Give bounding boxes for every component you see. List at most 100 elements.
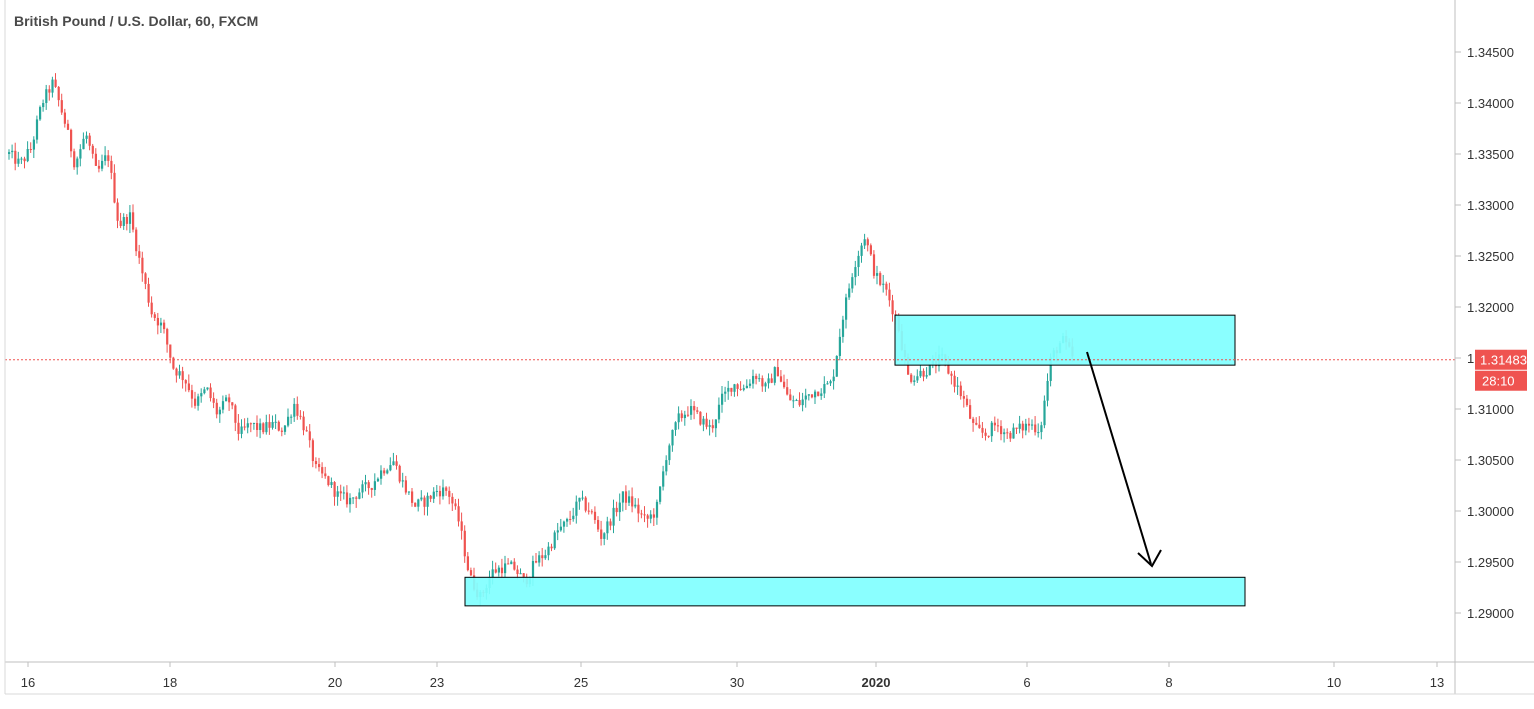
candle-body bbox=[373, 481, 376, 490]
candle-body bbox=[748, 383, 752, 386]
price-tick-label: 1.29500 bbox=[1467, 555, 1514, 570]
candle-body bbox=[70, 129, 73, 152]
candle-body bbox=[721, 393, 724, 405]
time-tick-label: 10 bbox=[1327, 675, 1341, 690]
price-tick-label: 1.33000 bbox=[1467, 198, 1514, 213]
candle-body bbox=[215, 402, 218, 415]
candle-body bbox=[519, 573, 522, 575]
candle-body bbox=[507, 563, 510, 565]
time-tick-label: 23 bbox=[430, 675, 444, 690]
candle-body bbox=[305, 430, 308, 432]
candle-body bbox=[845, 297, 848, 320]
candle-body bbox=[104, 155, 107, 161]
candle-body bbox=[612, 507, 615, 526]
candle-body bbox=[578, 497, 581, 502]
candle-body bbox=[262, 423, 265, 433]
candle-body bbox=[587, 510, 590, 512]
candle-body bbox=[848, 288, 851, 298]
candle-body bbox=[910, 374, 913, 382]
candle-body bbox=[274, 421, 277, 423]
candle-body bbox=[401, 480, 404, 482]
candle-body bbox=[386, 470, 389, 474]
candle-body bbox=[1006, 432, 1009, 434]
candle-body bbox=[649, 514, 652, 519]
candle-body bbox=[792, 400, 795, 402]
candle-body bbox=[17, 158, 20, 164]
candle-body bbox=[1021, 423, 1024, 431]
candle-body bbox=[32, 139, 35, 150]
candle-body bbox=[101, 160, 104, 169]
candle-body bbox=[761, 378, 764, 387]
candle-body bbox=[187, 383, 190, 391]
candle-body bbox=[810, 394, 814, 398]
zones-group bbox=[464, 314, 1246, 607]
candle-body bbox=[773, 367, 776, 383]
candle-body bbox=[841, 319, 845, 337]
candle-body bbox=[987, 435, 990, 437]
candle-body bbox=[916, 376, 919, 381]
candle-body bbox=[252, 422, 256, 424]
candle-body bbox=[442, 487, 445, 497]
candle-body bbox=[308, 431, 311, 441]
candle-body bbox=[318, 464, 321, 468]
candle-body bbox=[538, 555, 541, 563]
candle-body bbox=[872, 254, 876, 276]
candle-body bbox=[714, 419, 717, 429]
candle-body bbox=[321, 467, 324, 474]
support-zone[interactable] bbox=[464, 576, 1246, 607]
candle-body bbox=[404, 480, 407, 493]
candle-body bbox=[795, 400, 798, 402]
candle-body bbox=[39, 107, 42, 120]
candle-body bbox=[342, 492, 345, 494]
candle-body bbox=[94, 153, 97, 166]
candle-body bbox=[206, 387, 209, 390]
candle-body bbox=[739, 388, 742, 390]
candle-body bbox=[981, 427, 984, 433]
candle-body bbox=[209, 387, 212, 399]
candle-body bbox=[866, 239, 869, 246]
price-tick-label: 1.34000 bbox=[1467, 96, 1514, 111]
candle-body bbox=[597, 519, 600, 530]
candle-body bbox=[879, 273, 882, 285]
price-tick-label: 1.29000 bbox=[1467, 606, 1514, 621]
candle-body bbox=[913, 380, 916, 382]
candle-body bbox=[63, 112, 66, 124]
candle-body bbox=[618, 502, 621, 513]
candle-body bbox=[426, 495, 429, 507]
arrow-shaft bbox=[1086, 351, 1152, 565]
candle-body bbox=[256, 422, 259, 430]
candle-body bbox=[835, 355, 838, 377]
candle-body bbox=[364, 482, 367, 485]
candle-body bbox=[451, 496, 454, 504]
candle-body bbox=[132, 212, 135, 230]
candle-body bbox=[804, 395, 807, 400]
candle-body bbox=[655, 501, 659, 518]
candle-body bbox=[203, 389, 206, 394]
candle-body bbox=[659, 486, 662, 502]
candle-body bbox=[559, 526, 562, 531]
candle-body bbox=[110, 160, 113, 173]
candle-body bbox=[380, 470, 383, 479]
candle-body bbox=[953, 375, 956, 387]
candle-body bbox=[882, 283, 885, 285]
candle-body bbox=[776, 367, 779, 377]
candle-body bbox=[194, 398, 197, 406]
candle-body bbox=[947, 361, 950, 374]
candle-body bbox=[628, 496, 631, 503]
candle-body bbox=[457, 506, 460, 522]
price-tick-label: 1.32000 bbox=[1467, 300, 1514, 315]
candle-body bbox=[392, 461, 395, 466]
candle-body bbox=[876, 273, 879, 276]
candle-body bbox=[14, 150, 17, 164]
candle-body bbox=[556, 530, 559, 533]
candle-body bbox=[1040, 425, 1043, 433]
candle-body bbox=[178, 371, 181, 376]
time-axis[interactable]: 16 18 20 23 25 30 2020 6 8 10 13 bbox=[21, 662, 1444, 690]
candle-body bbox=[429, 495, 432, 499]
candle-body bbox=[758, 378, 761, 380]
resistance-zone[interactable] bbox=[894, 314, 1236, 366]
candle-body bbox=[237, 422, 240, 434]
candle-body bbox=[463, 530, 466, 557]
